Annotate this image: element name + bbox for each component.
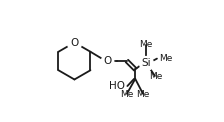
Text: Me: Me	[149, 72, 163, 81]
Text: Me: Me	[120, 90, 134, 99]
Text: HO: HO	[110, 81, 125, 91]
Text: Me: Me	[159, 54, 172, 63]
Text: Me: Me	[136, 90, 150, 99]
Text: O: O	[103, 56, 111, 66]
Text: Me: Me	[139, 40, 153, 49]
Text: O: O	[70, 38, 79, 48]
Text: Si: Si	[141, 58, 151, 68]
